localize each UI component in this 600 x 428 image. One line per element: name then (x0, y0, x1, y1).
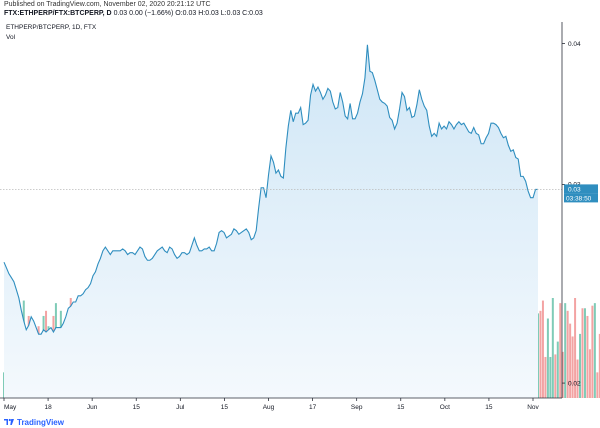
price-line (3, 44, 538, 335)
x-tick-label: 17 (309, 404, 317, 411)
ohlc-values: 0.03 0.00 (−1.66%) O:0.03 H:0.03 L:0.03 … (113, 10, 263, 17)
volume-bar (579, 333, 582, 398)
volume-bar (586, 315, 589, 398)
x-tick-label: Sep (351, 404, 363, 411)
volume-bar (583, 308, 586, 398)
x-tick-label: 15 (485, 404, 493, 411)
volume-bar (574, 298, 577, 398)
volume-bar (571, 336, 574, 398)
volume-bar (576, 359, 579, 398)
volume-bar (564, 303, 567, 398)
volume-bar (588, 349, 591, 398)
published-note: Published on TradingView.com, November 0… (4, 1, 211, 8)
x-tick-label: Jul (176, 404, 185, 411)
x-tick-label: 18 (44, 404, 52, 411)
x-tick-label: Jun (87, 404, 98, 411)
chart-header: Published on TradingView.com, November 0… (0, 0, 600, 22)
volume-bar (566, 310, 569, 398)
price-area (4, 44, 538, 398)
volume-bar (539, 310, 542, 398)
volume-bar (581, 308, 584, 398)
pane-title: ETHPERP/BTCPERP, 1D, FTX (6, 24, 97, 31)
y-tick-label: 0.02 (568, 380, 581, 387)
x-tick-label: 15 (221, 404, 229, 411)
volume-bar (569, 323, 572, 398)
volume-bar (551, 298, 554, 398)
volume-bar (591, 305, 594, 398)
last-price-badge (564, 184, 598, 194)
countdown-label: 03:38:50 (566, 195, 592, 202)
x-tick-label: Oct (440, 404, 450, 411)
last-price-label: 0.03 (568, 186, 581, 193)
x-tick-label: May (4, 404, 17, 411)
volume-bar (556, 341, 559, 398)
volume-bar (593, 303, 596, 398)
symbol-name[interactable]: FTX:ETHPERP/FTX:BTCPERP, D (4, 10, 112, 17)
x-tick-label: 15 (397, 404, 405, 411)
volume-bar (598, 333, 600, 398)
footer[interactable]: TradingView (4, 416, 64, 428)
tradingview-logo-icon (4, 418, 14, 425)
x-tick-label: Nov (527, 404, 539, 411)
volume-label: Vol (6, 34, 16, 41)
volume-bar (544, 356, 547, 398)
countdown-badge (564, 193, 598, 203)
volume-bar (561, 351, 564, 398)
volume-bar (541, 300, 544, 398)
x-tick-label: Aug (263, 404, 275, 411)
volume-bar (549, 356, 552, 398)
volume-bar (596, 372, 599, 398)
symbol-legend: FTX:ETHPERP/FTX:BTCPERP, D 0.03 0.00 (−1… (4, 10, 263, 17)
y-tick-label: 0.04 (568, 41, 581, 48)
volume-bar (559, 303, 562, 398)
volume-bar (554, 354, 557, 398)
volume-bar (546, 318, 549, 398)
footer-brand: TradingView (17, 417, 64, 427)
x-tick-label: 15 (133, 404, 141, 411)
axes: 0.04 0.03 0.02 May 18 Jun 15 Jul 15 Aug 17 Sep 15 Oct… (0, 22, 598, 411)
